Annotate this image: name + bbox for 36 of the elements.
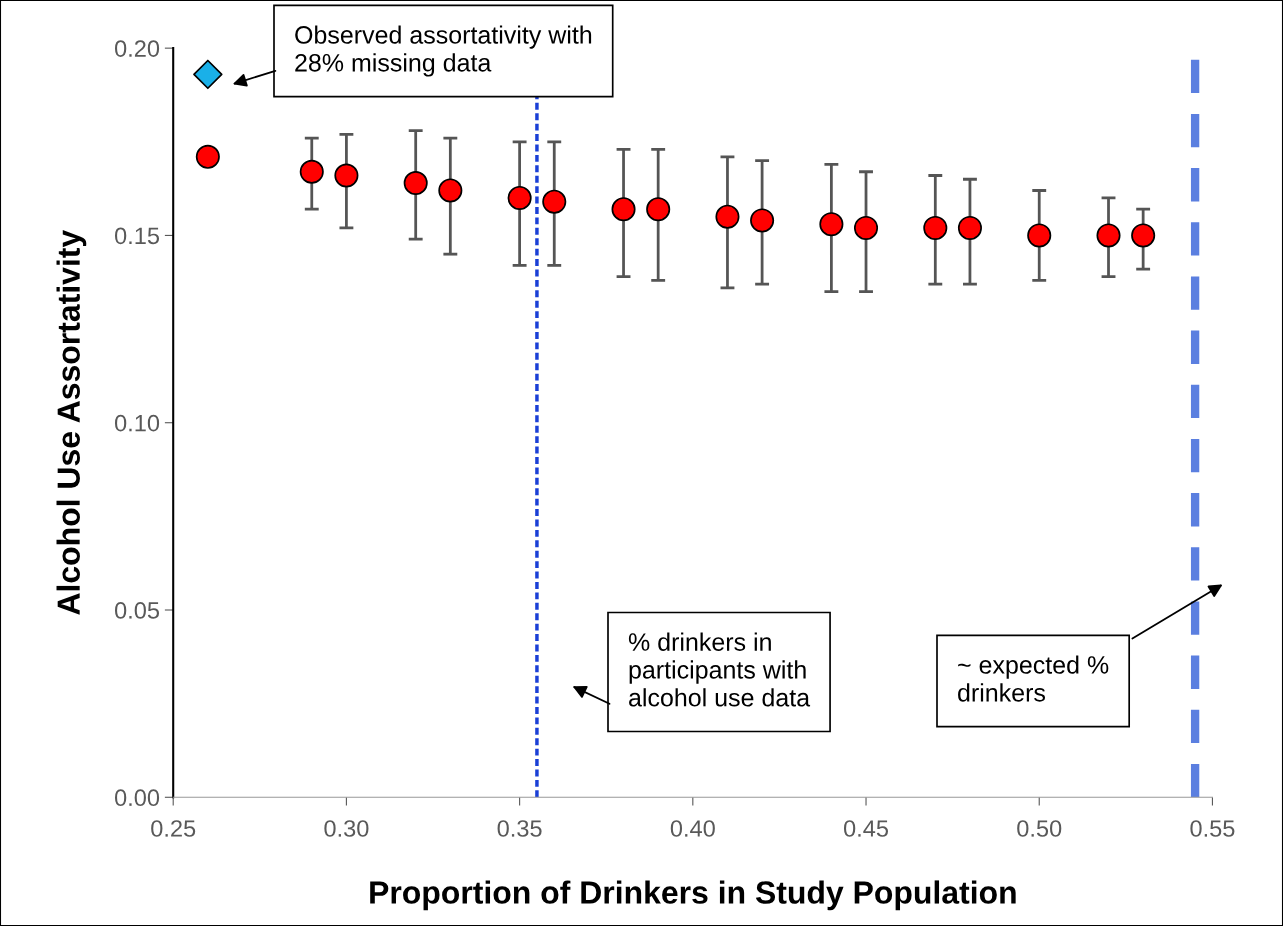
y-tick-label: 0.15 xyxy=(114,227,160,245)
x-tick-label: 0.30 xyxy=(324,820,369,837)
x-tick-label: 0.55 xyxy=(1190,820,1235,837)
point xyxy=(1131,223,1156,248)
y-tick-label: 0.00 xyxy=(114,789,160,807)
x-tick-label: 0.25 xyxy=(151,820,196,837)
point xyxy=(646,197,671,222)
point xyxy=(750,208,775,233)
annotation: Observed assortativity with 28% missing data xyxy=(295,25,592,77)
point xyxy=(334,163,359,188)
point xyxy=(438,178,463,203)
point xyxy=(819,212,844,237)
point xyxy=(195,144,220,169)
point xyxy=(611,197,636,222)
point xyxy=(853,215,879,240)
point xyxy=(1096,223,1121,248)
annotation: % drinkers in participants with alcohol use data xyxy=(628,632,811,707)
annotation: ~ expected % drinkers xyxy=(958,655,1109,702)
point xyxy=(957,215,982,240)
y-tick-label: 0.20 xyxy=(114,40,160,57)
x-tick-label: 0.35 xyxy=(497,820,542,837)
point xyxy=(193,59,223,90)
x-tick-label: 0.50 xyxy=(1017,820,1062,837)
point xyxy=(507,185,532,211)
point xyxy=(299,159,324,184)
y-axis-title: Alcohol Use Assortativity xyxy=(56,229,87,615)
point xyxy=(542,189,567,214)
x-axis-title: Proportion of Drinkers in Study Population xyxy=(370,880,1016,911)
x-tick-label: 0.45 xyxy=(843,820,889,837)
y-tick-label: 0.10 xyxy=(114,414,160,432)
point xyxy=(403,170,428,196)
y-tick-label: 0.05 xyxy=(114,602,160,619)
x-tick-label: 0.40 xyxy=(670,820,715,837)
point xyxy=(923,215,948,240)
point xyxy=(1027,223,1052,248)
point xyxy=(715,204,740,229)
